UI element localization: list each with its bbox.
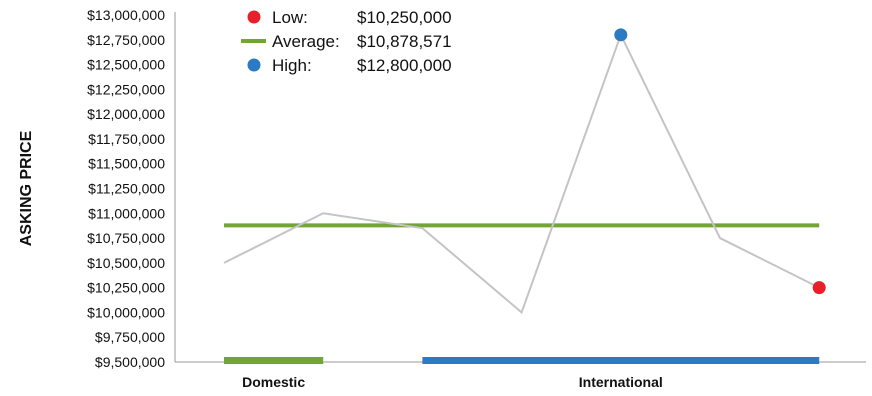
y-axis-ticks: $9,500,000 $9,750,000 $10,000,000 $10,250,0… (87, 7, 165, 370)
y-tick-label: $11,750,000 (88, 131, 165, 147)
y-tick-label: $10,250,000 (87, 280, 165, 296)
y-tick-label: $12,750,000 (87, 32, 165, 48)
legend-value: $12,800,000 (357, 56, 452, 75)
group-bars: Domestic International (224, 357, 820, 390)
legend-value: $10,250,000 (357, 8, 452, 27)
legend: Low: $10,250,000 Average: $10,878,571 High: $… (241, 8, 452, 75)
y-tick-label: $11,000,000 (88, 205, 165, 221)
y-tick-label: $9,750,000 (95, 329, 165, 345)
y-tick-label: $11,500,000 (88, 156, 165, 172)
group-label: Domestic (242, 374, 305, 390)
legend-value: $10,878,571 (357, 32, 452, 51)
legend-label: Low: (272, 8, 308, 27)
y-tick-label: $12,250,000 (87, 81, 165, 97)
y-tick-label: $10,750,000 (87, 230, 165, 246)
y-tick-label: $10,500,000 (87, 255, 165, 271)
group-bar (224, 357, 324, 364)
y-tick-label: $11,250,000 (88, 181, 165, 197)
price-series (223, 32, 820, 315)
y-tick-label: $9,500,000 (95, 354, 165, 370)
highlight-points (614, 28, 826, 295)
series-line (223, 32, 820, 315)
y-axis-label: ASKING PRICE (18, 130, 35, 246)
group-label: International (579, 374, 663, 390)
y-tick-label: $12,000,000 (87, 106, 165, 122)
low-point (812, 281, 826, 295)
legend-label: High: (272, 56, 312, 75)
legend-label: Average: (272, 32, 340, 51)
y-tick-label: $10,000,000 (87, 304, 165, 320)
legend-dot-icon (247, 10, 261, 24)
y-tick-label: $13,000,000 (87, 7, 165, 23)
legend-dot-icon (247, 58, 261, 72)
group-bar (422, 357, 820, 364)
high-point (614, 28, 628, 42)
y-tick-label: $12,500,000 (87, 57, 165, 73)
